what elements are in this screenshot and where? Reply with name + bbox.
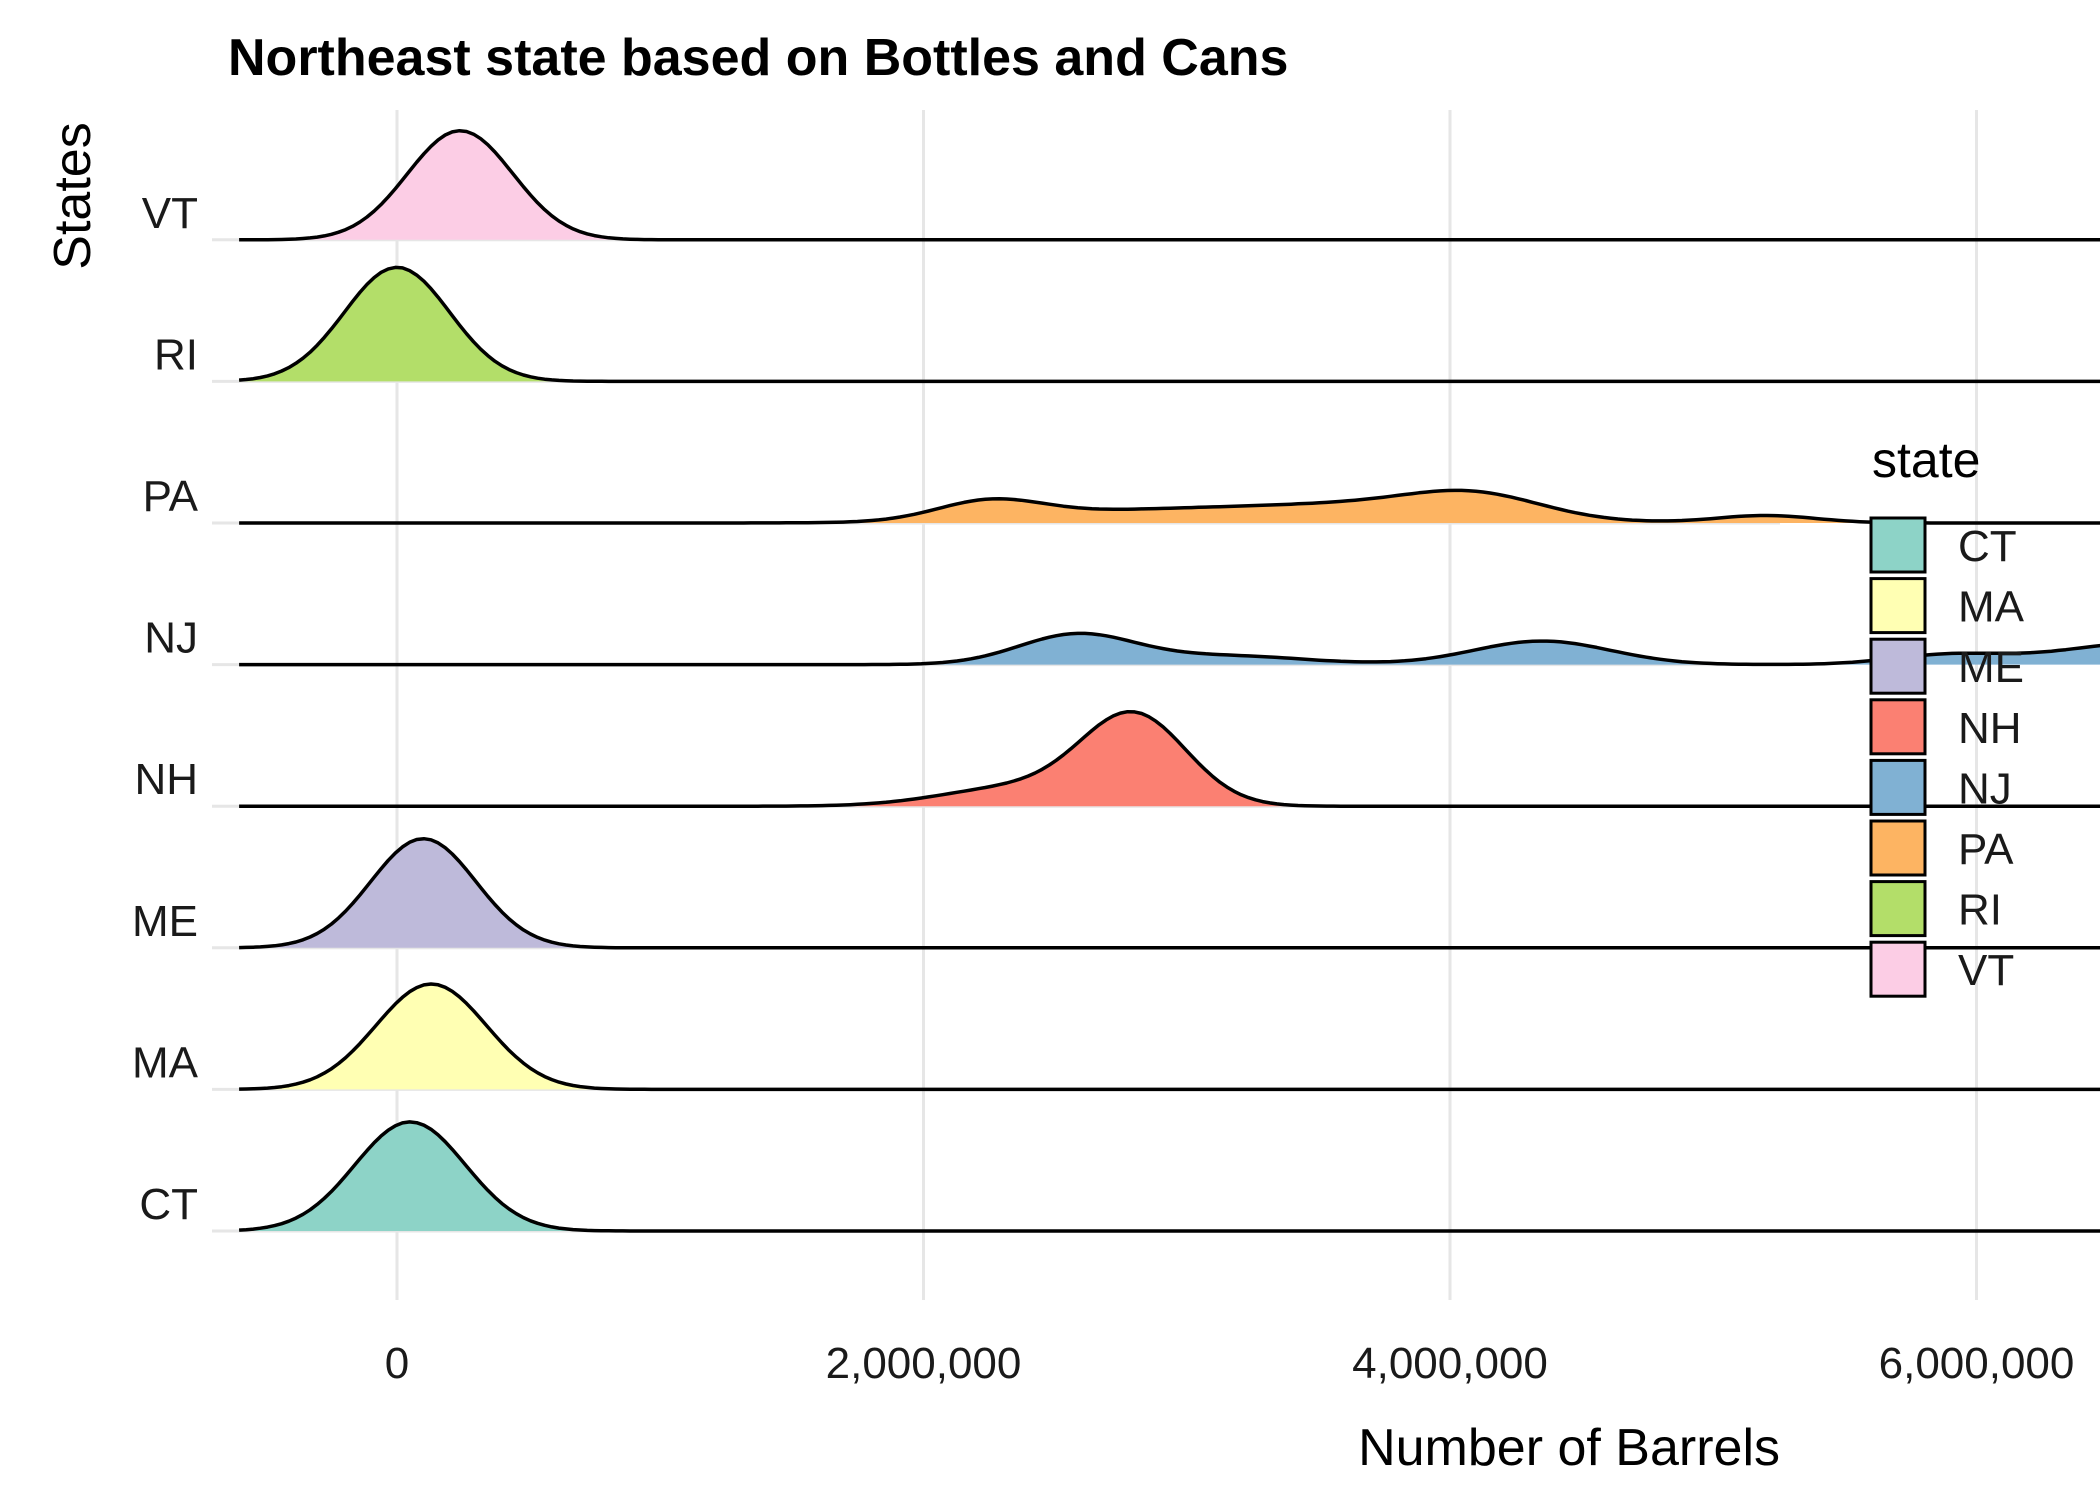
ridge-ct — [239, 1120, 2100, 1233]
y-tick-label: PA — [143, 472, 199, 521]
legend-item-me: ME — [1869, 637, 2024, 695]
legend-key — [1869, 577, 1927, 635]
y-tick-label: VT — [142, 189, 198, 238]
ridge-fill — [239, 1121, 2100, 1231]
ridge-ma — [239, 982, 2100, 1092]
x-axis-title: Number of Barrels — [1358, 1419, 1780, 1477]
ridge-nj — [239, 631, 2100, 667]
ridge-ri — [238, 265, 2100, 384]
ridges — [238, 128, 2100, 1233]
x-tick-label: 2,000,000 — [826, 1339, 1022, 1388]
ridge-fill — [239, 267, 2100, 382]
ridge-outline — [239, 982, 2100, 1092]
legend-label: CT — [1958, 522, 2017, 571]
legend-item-nh: NH — [1869, 698, 2022, 756]
ridge-nh — [239, 709, 2100, 808]
legend-key — [1869, 940, 1927, 998]
y-tick-label: RI — [154, 330, 198, 379]
legend-item-nj: NJ — [1869, 758, 2012, 816]
legend-label: MA — [1958, 583, 2025, 632]
legend-key — [1869, 758, 1927, 816]
ridge-fill — [239, 130, 2100, 240]
legend: state CT MA ME NH NJ PA RI VT — [1869, 432, 2025, 998]
ridge-fill — [239, 984, 2100, 1090]
x-tick-label: 6,000,000 — [1879, 1339, 2075, 1388]
legend-item-pa: PA — [1869, 819, 2014, 877]
ridge-outline — [239, 631, 2100, 667]
y-axis-ticks: VT RI PA NJ NH ME MA CT — [132, 189, 199, 1229]
ridge-me — [239, 836, 2100, 950]
legend-key — [1869, 880, 1927, 938]
legend-key — [1869, 637, 1927, 695]
legend-item-ma: MA — [1869, 577, 2025, 635]
legend-item-ct: CT — [1869, 516, 2017, 574]
chart-title: Northeast state based on Bottles and Can… — [228, 29, 1288, 87]
ridge-fill — [239, 490, 2100, 523]
grid — [212, 110, 1978, 1300]
ridge-outline — [239, 709, 2100, 808]
ridge-pa — [239, 488, 2100, 525]
legend-label: NH — [1958, 704, 2022, 753]
x-tick-label: 0 — [385, 1339, 409, 1388]
legend-label: PA — [1958, 825, 2014, 874]
legend-key — [1869, 698, 1927, 756]
y-tick-label: NH — [134, 755, 198, 804]
y-tick-label: MA — [132, 1038, 199, 1087]
ridge-outline — [239, 488, 2100, 525]
legend-label: VT — [1958, 946, 2014, 995]
ridge-vt — [239, 128, 2100, 242]
legend-title: state — [1872, 432, 1980, 488]
ridge-fill — [239, 838, 2100, 948]
y-tick-label: CT — [139, 1180, 198, 1229]
ridge-outline — [239, 128, 2100, 242]
ridge-outline — [239, 1120, 2100, 1233]
y-tick-label: ME — [132, 897, 198, 946]
ridge-outline — [239, 836, 2100, 950]
legend-key — [1869, 516, 1927, 574]
y-axis-title: States — [44, 122, 102, 269]
legend-label: RI — [1958, 886, 2002, 935]
legend-item-vt: VT — [1869, 940, 2014, 998]
ridge-outline — [238, 265, 2100, 384]
legend-label: NJ — [1958, 764, 2012, 813]
legend-item-ri: RI — [1869, 880, 2002, 938]
legend-label: ME — [1958, 643, 2024, 692]
legend-key — [1869, 819, 1927, 877]
x-axis-ticks: 0 2,000,000 4,000,000 6,000,000 — [385, 1339, 2075, 1388]
y-tick-label: NJ — [144, 614, 198, 663]
x-tick-label: 4,000,000 — [1352, 1339, 1548, 1388]
ridge-fill — [239, 711, 2100, 807]
